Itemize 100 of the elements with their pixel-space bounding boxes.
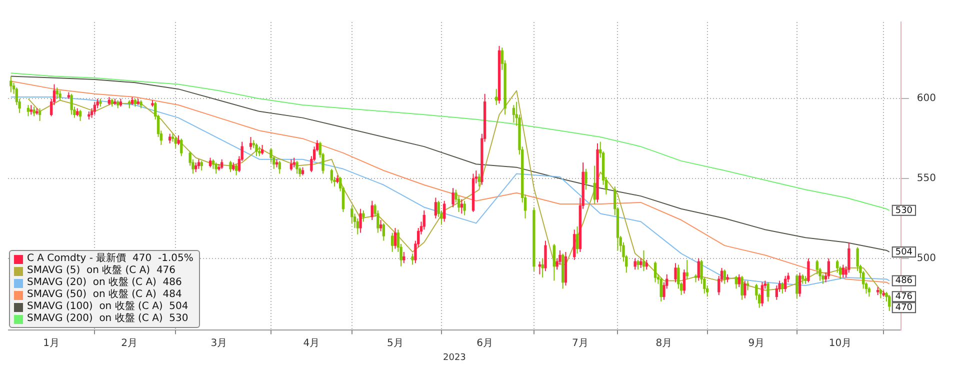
candlestick xyxy=(593,165,596,205)
candlestick xyxy=(654,261,657,283)
legend-label: SMAVG (50) on 收盤 (C A) 484 xyxy=(27,289,182,301)
candlestick xyxy=(434,197,438,219)
candlestick xyxy=(552,243,556,282)
candlestick xyxy=(512,104,516,124)
candlestick xyxy=(801,274,804,284)
annotation: 470 xyxy=(895,303,913,314)
candlestick xyxy=(660,277,662,302)
candlestick xyxy=(359,208,362,234)
candlestick xyxy=(38,108,42,122)
candlestick xyxy=(234,164,238,176)
candlestick xyxy=(784,275,787,292)
annotation: 504 xyxy=(895,247,913,258)
candlestick xyxy=(798,272,802,298)
candlestick xyxy=(177,134,180,146)
candlestick xyxy=(32,106,36,117)
legend-label: SMAVG (5) on 收盤 (C A) 476 xyxy=(27,265,176,277)
candlestick xyxy=(544,240,547,272)
legend-label: SMAVG (100) on 收盤 (C A) 504 xyxy=(27,301,188,313)
annotation: 476 xyxy=(895,292,913,302)
candlestick xyxy=(478,173,480,187)
candlestick xyxy=(842,264,844,278)
candlestick xyxy=(391,232,394,252)
x-tick-label: 7月 xyxy=(572,338,588,349)
candlestick xyxy=(30,104,32,116)
candlestick xyxy=(350,205,354,224)
candlestick xyxy=(197,158,200,170)
candlestick xyxy=(682,269,686,294)
candlestick xyxy=(402,251,406,264)
candlestick xyxy=(541,258,544,278)
candlestick xyxy=(674,262,677,283)
candlestick xyxy=(220,158,224,170)
candlestick xyxy=(278,160,281,174)
candlestick xyxy=(740,275,744,300)
candlestick xyxy=(697,258,700,282)
candlestick xyxy=(258,146,261,157)
candlestick xyxy=(260,144,264,156)
candlestick xyxy=(370,200,374,221)
candlestick xyxy=(766,282,770,302)
candlestick xyxy=(640,258,642,268)
legend-label: C A Comdty - 最新價 470 -1.05% xyxy=(27,253,194,265)
x-tick-label: 3月 xyxy=(210,338,228,349)
candlestick xyxy=(738,274,740,288)
candlestick xyxy=(460,198,464,214)
candlestick xyxy=(775,284,778,300)
legend-label: SMAVG (20) on 收盤 (C A) 486 xyxy=(27,277,182,289)
candlestick xyxy=(356,218,359,235)
x-tick-label: 6月 xyxy=(476,338,493,349)
y-tick-label: 500 xyxy=(916,252,936,264)
candlestick xyxy=(174,136,177,149)
candlestick xyxy=(394,228,397,250)
candlestick xyxy=(249,136,252,150)
candlestick xyxy=(382,222,385,242)
candlestick xyxy=(807,258,810,283)
x-tick-label: 5月 xyxy=(387,338,404,349)
candlestick xyxy=(255,142,258,157)
candlestick xyxy=(296,160,298,174)
candlestick xyxy=(463,200,466,216)
candlestick xyxy=(93,101,96,116)
candlestick xyxy=(330,168,333,184)
candlestick xyxy=(746,280,750,291)
candlestick xyxy=(229,160,232,173)
candlestick xyxy=(642,250,646,272)
candlestick xyxy=(636,259,640,270)
candlestick xyxy=(879,288,882,299)
x-tick-label: 1月 xyxy=(43,338,60,349)
candlestick xyxy=(888,294,891,312)
candlestick xyxy=(781,282,784,294)
candlestick xyxy=(58,90,62,101)
candlestick xyxy=(723,269,726,284)
candlestick xyxy=(827,258,830,280)
candlestick xyxy=(212,158,214,170)
annotation: 486 xyxy=(895,276,913,286)
candlestick xyxy=(634,258,636,270)
x-axis-title: 2023 xyxy=(443,352,466,363)
candlestick xyxy=(362,210,365,222)
candlestick xyxy=(70,93,73,116)
candlestick xyxy=(558,250,562,266)
candlestick xyxy=(495,88,498,106)
candlestick xyxy=(292,157,296,168)
candlestick xyxy=(686,259,688,280)
candlestick xyxy=(422,210,426,230)
candlestick xyxy=(848,242,850,274)
candlestick xyxy=(734,275,738,290)
y-tick-label: 600 xyxy=(916,93,936,104)
candlestick xyxy=(744,280,746,299)
candlestick xyxy=(573,229,576,260)
candlestick xyxy=(78,109,82,122)
candlestick xyxy=(796,274,798,299)
x-tick-label: 9月 xyxy=(748,338,765,349)
candlestick xyxy=(214,162,218,174)
annotation: 530 xyxy=(895,206,913,216)
legend-label: SMAVG (200) on 收盤 (C A) 530 xyxy=(27,313,188,326)
candlestick xyxy=(26,104,30,117)
candlestick xyxy=(411,253,414,266)
candlestick xyxy=(443,200,446,222)
x-tick-label: 4月 xyxy=(303,338,320,349)
candlestick xyxy=(180,138,183,157)
candlestick xyxy=(452,188,454,208)
